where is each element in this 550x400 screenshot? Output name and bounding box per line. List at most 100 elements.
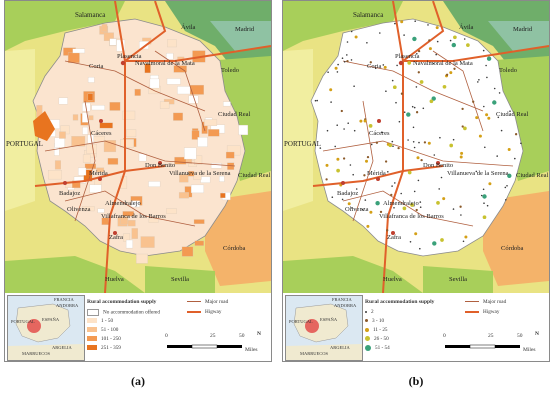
legend-item-a-3: 251 - 359	[87, 345, 121, 351]
legend-title-b: Rural accommodation supply	[365, 299, 435, 305]
place-portugal: PORTUGAL	[284, 140, 321, 148]
scale-zero-a: 0	[165, 333, 168, 339]
place-madrid: Madrid	[235, 26, 255, 33]
municipality-patch	[200, 176, 211, 183]
legend-major-road-a: Major road	[187, 299, 228, 305]
accommodation-dot	[347, 122, 349, 124]
municipality-patch	[173, 112, 183, 121]
municipality-patch	[96, 167, 105, 173]
dot-b-0	[365, 310, 367, 313]
accommodation-dot	[415, 208, 418, 212]
municipality-patch	[238, 124, 249, 136]
municipality-patch	[109, 38, 117, 46]
accommodation-dot	[452, 208, 455, 210]
accommodation-dot	[416, 53, 418, 55]
map-a	[5, 1, 271, 293]
dot-b-1	[365, 319, 368, 323]
accommodation-dot	[336, 168, 340, 173]
municipality-patch	[103, 32, 114, 41]
place-zafra: Zafra	[109, 234, 124, 241]
accommodation-dot	[509, 110, 511, 112]
accommodation-dot	[319, 147, 322, 149]
municipality-patch	[101, 217, 109, 225]
scale-unit-a: Miles	[245, 347, 258, 353]
accommodation-dot	[334, 66, 338, 70]
accommodation-dot	[346, 59, 349, 63]
accommodation-dot	[351, 207, 353, 209]
place-caceres: Cáceres	[91, 130, 112, 137]
place-cordoba: Córdoba	[223, 245, 246, 252]
accommodation-dot	[466, 43, 470, 47]
municipality-patch	[72, 48, 85, 54]
map-panel-a: Salamanca Ávila Madrid Plasencia Coria N…	[4, 0, 272, 362]
accommodation-dot	[407, 170, 412, 175]
accommodation-dot	[337, 63, 339, 66]
accommodation-dot	[478, 134, 482, 138]
accommodation-dot	[366, 155, 370, 159]
region-north	[283, 1, 403, 51]
highways	[34, 1, 271, 293]
legend-area-b: FRANCIA ANDORRA PORTUGAL ESPAÑA ARGELIA …	[283, 293, 549, 361]
accommodation-dot	[409, 241, 412, 243]
swatch-highway	[465, 310, 479, 313]
accommodation-dot	[413, 190, 416, 193]
accommodation-dot	[453, 35, 457, 40]
place-cordoba: Córdoba	[501, 245, 524, 252]
accommodation-dot	[498, 92, 501, 94]
municipality-patch	[204, 119, 218, 126]
accommodation-dot	[343, 128, 345, 130]
municipality-patch	[97, 208, 105, 213]
place-merida: Mérida	[367, 170, 386, 177]
accommodation-dot	[400, 20, 404, 24]
accommodation-dot	[506, 185, 508, 187]
legend-major-road-b: Major road	[465, 299, 506, 305]
accommodation-dot	[427, 24, 429, 26]
accommodation-dot	[431, 96, 436, 101]
accommodation-dot	[428, 39, 431, 42]
accommodation-dot	[483, 202, 485, 204]
municipality-patch	[177, 86, 192, 95]
accommodation-dot	[432, 241, 437, 246]
municipality-patch	[48, 170, 62, 180]
accommodation-dot	[475, 170, 478, 173]
dot-b-2	[365, 327, 369, 332]
accommodation-dot	[486, 76, 488, 79]
place-villafranca: Villafranca de los Barros	[101, 213, 166, 220]
legend-title-a: Rural accommodation supply	[87, 299, 157, 305]
accommodation-dot	[488, 182, 492, 186]
legend-highway-a: Higway	[187, 309, 221, 315]
municipality-patch	[58, 97, 68, 105]
municipality-patch	[178, 192, 189, 199]
accommodation-dot	[520, 142, 522, 145]
accommodation-dot	[410, 203, 414, 207]
municipality-patch	[225, 151, 235, 159]
accommodation-dot	[396, 64, 398, 67]
accommodation-dot	[413, 146, 416, 149]
accommodation-dot	[347, 202, 351, 206]
scale-unit-b: Miles	[523, 347, 536, 353]
accommodation-dot	[419, 201, 422, 203]
legend-b: Rural accommodation supply 2 3 - 10 11 -…	[365, 297, 547, 359]
municipality-patch	[136, 253, 148, 264]
accommodation-dot	[342, 157, 346, 160]
accommodation-dot	[350, 30, 353, 33]
place-navalmoral: Navalmoral de la Mata	[135, 60, 195, 67]
accommodation-dot	[381, 131, 383, 133]
accommodation-dot	[460, 214, 462, 216]
accommodation-dot	[353, 129, 356, 132]
accommodation-dot	[366, 42, 368, 44]
region-huelva	[5, 256, 145, 293]
accommodation-dot	[442, 84, 447, 89]
place-salamanca: Salamanca	[75, 11, 106, 19]
accommodation-dot	[346, 41, 349, 43]
accommodation-dot	[436, 40, 439, 43]
scale-bar-b	[445, 344, 520, 349]
accommodation-dot	[340, 109, 343, 113]
municipality-patch	[181, 246, 194, 257]
place-almendralejo: Almendralejo	[105, 200, 141, 207]
accommodation-dot	[486, 204, 489, 207]
accommodation-dot	[417, 71, 420, 74]
accommodation-dot	[361, 208, 364, 211]
accommodation-dot	[477, 81, 479, 83]
municipality-patch	[189, 84, 204, 95]
